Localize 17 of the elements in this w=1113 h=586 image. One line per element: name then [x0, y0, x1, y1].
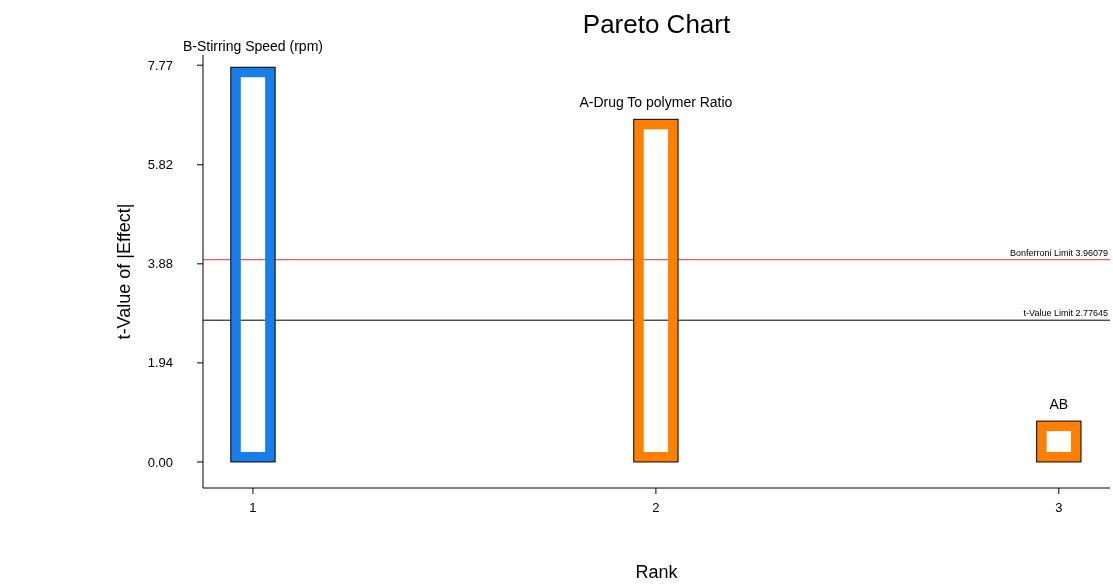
ref-line-label: Bonferroni Limit 3.96079 [1009, 247, 1108, 258]
x-tick-label: 3 [1055, 500, 1063, 515]
x-axis-title: Rank [635, 562, 679, 582]
y-tick-label: 3.88 [147, 256, 173, 272]
annotation: B-Stirring Speed (rpm) [182, 38, 323, 55]
ref-line-label: t-Value Limit 2.77645 [1023, 308, 1108, 319]
bar [1036, 420, 1082, 463]
x-tick-label: 2 [652, 500, 660, 515]
y-axis-title: t-Value of |Effect| [114, 203, 134, 340]
chart-title: Pareto Chart [582, 9, 731, 39]
x-tick-label: 1 [249, 500, 257, 515]
y-tick-label: 7.77 [147, 57, 173, 73]
y-tick-label: 0.00 [147, 454, 173, 470]
y-tick-label: 5.82 [147, 157, 173, 173]
annotation: AB [1049, 396, 1069, 413]
annotation: A-Drug To polymer Ratio [579, 94, 733, 111]
y-tick-label: 1.94 [147, 355, 173, 371]
